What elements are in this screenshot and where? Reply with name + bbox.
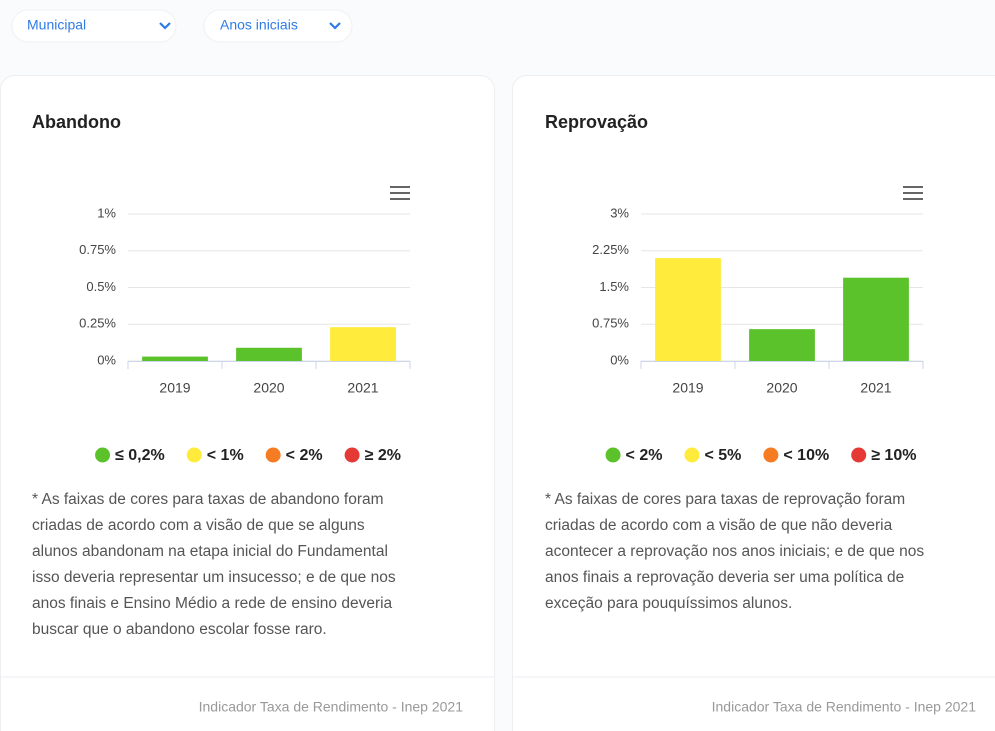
chevron <box>329 22 341 30</box>
note-line: * As faixas de cores para taxas de aband… <box>32 491 384 508</box>
legend-label: < 5% <box>704 447 741 464</box>
x-tick-label: 2019 <box>672 380 703 396</box>
y-tick-label: 0.5% <box>86 279 116 294</box>
note-line: anos finais a reprovação deveria ser uma… <box>545 569 904 586</box>
legend-label: ≥ 10% <box>871 447 916 464</box>
y-tick-label: 0.75% <box>592 316 629 331</box>
y-tick-label: 2.25% <box>592 242 629 257</box>
filter-dropdown[interactable] <box>11 9 177 43</box>
filter-label: Anos iniciais <box>220 17 298 33</box>
bar <box>749 329 815 361</box>
y-tick-label: 0% <box>610 352 629 367</box>
card <box>0 75 495 731</box>
legend-swatch <box>684 447 700 463</box>
x-tick-label: 2020 <box>766 380 797 396</box>
note-line: isso deveria representar um insucesso; e… <box>32 569 396 586</box>
card <box>512 75 995 731</box>
chevron <box>159 22 171 30</box>
bar <box>142 356 208 361</box>
y-tick-label: 0.75% <box>79 242 116 257</box>
legend-label: < 10% <box>783 447 829 464</box>
legend-label: < 1% <box>207 447 244 464</box>
note-line: * As faixas de cores para taxas de repro… <box>545 491 905 508</box>
legend-swatch <box>851 447 867 463</box>
y-tick-label: 3% <box>610 205 629 220</box>
legend-label: < 2% <box>626 447 663 464</box>
x-tick-label: 2019 <box>159 380 190 396</box>
bar <box>236 347 302 361</box>
source: Indicador Taxa de Rendimento - Inep 2021 <box>712 699 977 715</box>
note-line: exceção para pouquíssimos alunos. <box>545 595 792 612</box>
x-tick-label: 2020 <box>253 380 284 396</box>
legend-swatch <box>763 447 779 463</box>
x-tick-label: 2021 <box>860 380 891 396</box>
note-line: criadas de acordo com a visão de que se … <box>32 517 365 534</box>
chart-title: Abandono <box>32 112 121 132</box>
y-tick-label: 0.25% <box>79 316 116 331</box>
legend-swatch <box>344 447 360 463</box>
chart-title: Reprovação <box>545 112 648 132</box>
legend-label: < 2% <box>286 447 323 464</box>
bar <box>330 327 396 361</box>
note-line: alunos abandonam na etapa inicial do Fun… <box>32 543 388 560</box>
filter-dropdown[interactable] <box>203 9 353 43</box>
note-line: acontecer a reprovação nos anos iniciais… <box>545 543 924 560</box>
note-line: anos finais e Ensino Médio a rede de ens… <box>32 595 393 612</box>
menu-icon[interactable] <box>903 186 923 200</box>
legend-label: ≤ 0,2% <box>115 447 165 464</box>
source: Indicador Taxa de Rendimento - Inep 2021 <box>199 699 464 715</box>
bar <box>843 277 909 361</box>
y-tick-label: 1% <box>97 205 116 220</box>
menu-icon[interactable] <box>390 186 410 200</box>
note-line: criadas de acordo com a visão de que não… <box>545 517 893 534</box>
y-tick-label: 0% <box>97 352 116 367</box>
legend-swatch <box>605 447 621 463</box>
x-tick-label: 2021 <box>347 380 378 396</box>
legend-swatch <box>95 447 111 463</box>
legend-swatch <box>265 447 281 463</box>
filter-label: Municipal <box>27 17 86 33</box>
legend-label: ≥ 2% <box>365 447 401 464</box>
note-line: buscar que o abandono escolar fosse raro… <box>32 621 327 638</box>
bar <box>655 258 721 361</box>
y-tick-label: 1.5% <box>599 279 629 294</box>
legend-swatch <box>186 447 202 463</box>
